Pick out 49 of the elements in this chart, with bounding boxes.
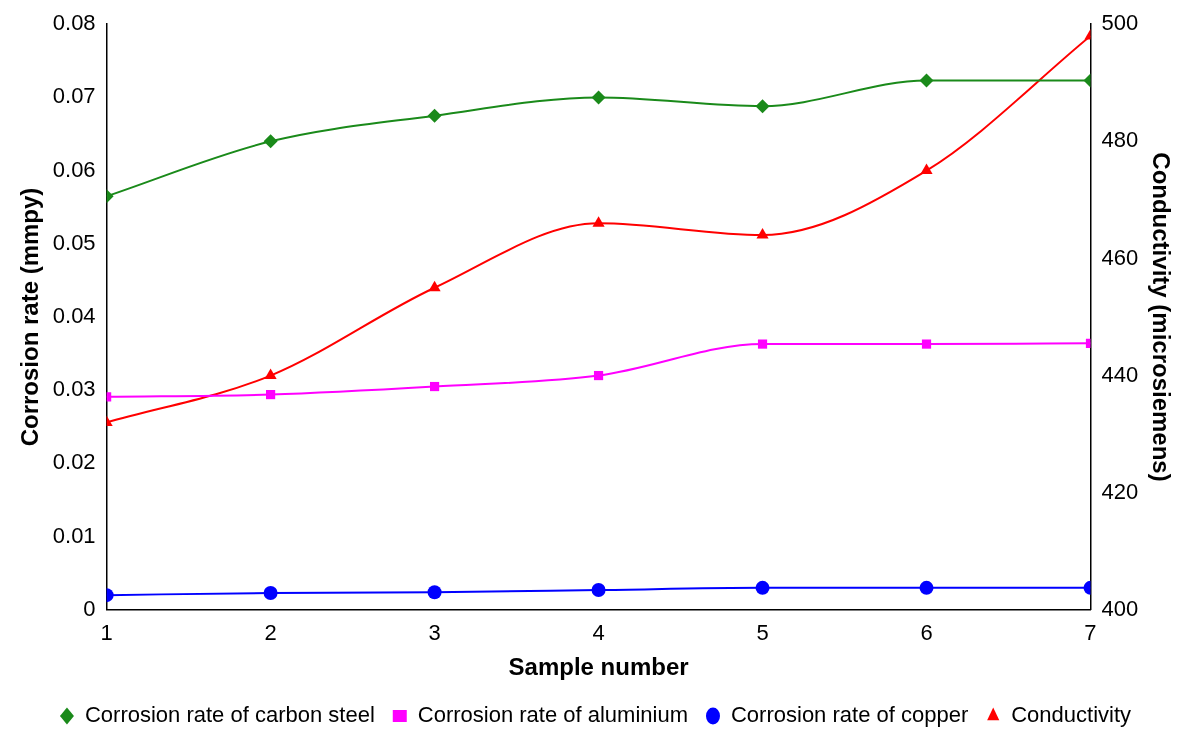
y-tick-label: 0.08	[52, 10, 96, 36]
y2-tick-label: 480	[1101, 127, 1139, 153]
point	[591, 90, 606, 105]
legend-label: Corrosion rate of copper	[730, 702, 969, 728]
x-tick-label: 6	[920, 620, 933, 646]
y-tick-label: 0.06	[52, 156, 96, 182]
point	[919, 73, 934, 88]
x-axis-title: Sample number	[508, 653, 689, 681]
x-tick-label: 7	[1084, 620, 1097, 646]
point	[263, 585, 278, 600]
legend-label: Conductivity	[1011, 702, 1132, 728]
point	[756, 228, 769, 239]
point	[427, 108, 442, 123]
y-tick-label: 0	[83, 595, 96, 621]
y2-tick-label: 500	[1101, 10, 1139, 36]
point	[755, 580, 770, 595]
y-tick-label: 0.04	[52, 303, 96, 329]
legend-label: Corrosion rate of carbon steel	[84, 702, 375, 728]
x-tick-label: 3	[428, 620, 441, 646]
y-tick-label: 0.05	[52, 229, 96, 255]
legend-label: Corrosion rate of aluminium	[417, 702, 688, 728]
y-tick-label: 0.02	[52, 449, 96, 475]
point	[920, 163, 933, 175]
y2-tick-label: 400	[1101, 595, 1139, 621]
x-tick-label: 1	[100, 620, 113, 646]
y-tick-label: 0.03	[52, 376, 96, 402]
point	[593, 370, 604, 381]
point	[757, 339, 768, 349]
y-tick-label: 0.01	[52, 522, 96, 548]
point	[592, 216, 605, 227]
y-axis-title: Corrosion rate (mmpy)	[16, 187, 44, 447]
point	[428, 280, 441, 292]
point	[755, 99, 770, 114]
x-tick-label: 4	[592, 620, 605, 646]
x-tick-label: 2	[264, 620, 277, 646]
point	[266, 390, 276, 400]
x-tick-label: 5	[756, 620, 769, 646]
point	[427, 585, 442, 600]
y2-tick-label: 440	[1101, 361, 1139, 387]
point	[429, 381, 440, 392]
point	[264, 368, 277, 380]
point	[263, 134, 278, 149]
point	[921, 339, 932, 349]
point	[591, 583, 606, 598]
y2-tick-label: 420	[1101, 478, 1139, 504]
y2-tick-label: 460	[1101, 244, 1139, 270]
point	[919, 580, 934, 595]
y-tick-label: 0.07	[52, 83, 96, 109]
y2-axis-title: Conductivity (microsiemens)	[1147, 152, 1175, 482]
